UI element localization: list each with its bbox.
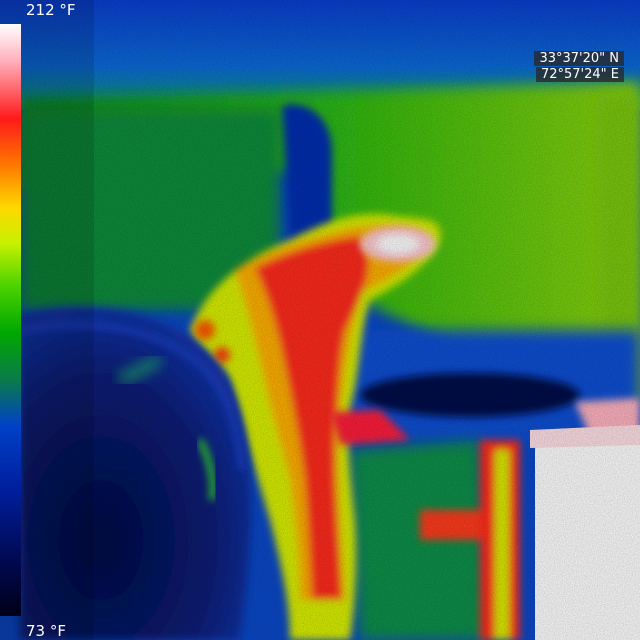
longitude-label: 72°57'24" E [535,67,624,82]
latitude-label: 33°37'20" N [534,51,624,66]
min-temperature-label: 73 °F [26,622,66,640]
gps-coordinates-overlay: 33°37'20" N 72°57'24" E [534,51,624,82]
temperature-scale-panel: 212 °F 73 °F [0,0,94,640]
max-temperature-label: 212 °F [26,1,76,19]
temperature-color-scale [0,24,21,616]
